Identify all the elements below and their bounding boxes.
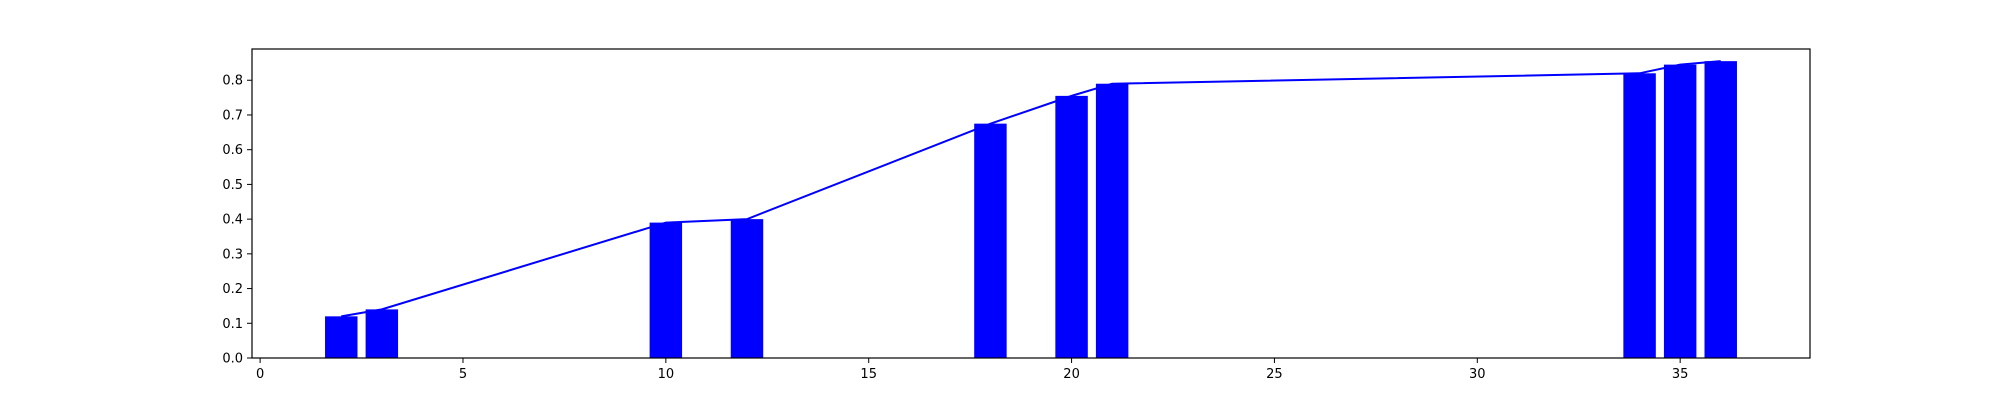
y-tick-label: 0.6 <box>222 143 243 158</box>
y-tick-label: 0.0 <box>222 352 243 367</box>
line-layer <box>341 60 1721 318</box>
ticks-layer: 0 5 10 15 20 25 30 35 0.0 0.1 0.2 0.3 0.4 0.5 0.6 0.7 0.… <box>222 74 1688 382</box>
bar <box>649 222 683 358</box>
x-tick-label: 5 <box>459 367 467 382</box>
y-tick-label: 0.7 <box>222 108 243 123</box>
x-tick-label: 20 <box>1063 367 1080 382</box>
bar <box>1623 73 1656 358</box>
x-tick-label: 25 <box>1266 367 1283 382</box>
y-tick-label: 0.1 <box>222 317 243 332</box>
y-tick-label: 0.3 <box>222 247 243 262</box>
bar <box>730 219 764 358</box>
y-tick-label: 0.4 <box>222 213 243 228</box>
x-tick-label: 0 <box>256 367 264 382</box>
x-tick-label: 30 <box>1469 367 1486 382</box>
x-tick-label: 15 <box>860 367 877 382</box>
y-tick-label: 0.2 <box>222 282 243 297</box>
bar <box>1055 95 1088 358</box>
y-tick-label: 0.8 <box>222 74 243 89</box>
x-tick-label: 35 <box>1672 367 1689 382</box>
bar <box>1704 61 1737 359</box>
bar <box>365 309 399 358</box>
bar <box>325 316 358 358</box>
bars-layer <box>325 61 1737 359</box>
bar <box>974 123 1007 359</box>
y-tick-label: 0.5 <box>222 178 243 193</box>
bar <box>1663 64 1697 358</box>
plot-frame <box>251 48 1811 359</box>
bar <box>1095 83 1129 358</box>
axes-layer <box>251 48 1811 359</box>
x-tick-label: 10 <box>658 367 675 382</box>
series-line <box>341 60 1721 318</box>
